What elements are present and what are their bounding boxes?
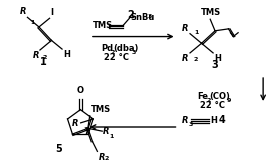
- Text: (CO): (CO): [209, 92, 230, 101]
- Text: 2: 2: [43, 55, 47, 60]
- Text: R: R: [98, 153, 105, 162]
- Text: 1: 1: [40, 57, 47, 67]
- Text: 2: 2: [206, 98, 211, 103]
- Text: 9: 9: [227, 98, 231, 103]
- Text: TMS: TMS: [91, 105, 111, 114]
- Text: 3: 3: [188, 122, 193, 127]
- Text: R: R: [32, 51, 39, 60]
- Text: R: R: [182, 54, 188, 63]
- Text: H: H: [210, 116, 217, 125]
- Text: 5: 5: [55, 144, 62, 154]
- Text: Fe: Fe: [198, 92, 209, 101]
- Text: 1: 1: [109, 134, 113, 139]
- Text: 1: 1: [30, 20, 35, 25]
- Text: R: R: [20, 7, 27, 16]
- Text: 3: 3: [148, 15, 152, 19]
- Text: 1: 1: [194, 30, 198, 35]
- Text: 2: 2: [110, 50, 115, 55]
- Text: SnBu: SnBu: [130, 13, 155, 22]
- Text: R: R: [103, 127, 110, 136]
- Text: R: R: [181, 116, 188, 125]
- Text: R: R: [72, 119, 79, 128]
- Text: TMS: TMS: [93, 22, 113, 30]
- Text: 2: 2: [104, 156, 109, 161]
- Text: 4: 4: [219, 115, 226, 125]
- Text: R: R: [182, 24, 188, 33]
- Text: Pd: Pd: [102, 44, 114, 53]
- Text: 2: 2: [127, 10, 134, 20]
- Text: 22 °C: 22 °C: [104, 53, 129, 62]
- Text: 3: 3: [212, 60, 218, 70]
- Text: 3: 3: [83, 127, 88, 132]
- Text: TMS: TMS: [201, 8, 221, 17]
- Text: H: H: [214, 54, 221, 63]
- Text: 2: 2: [194, 57, 198, 62]
- Text: (dba): (dba): [113, 44, 138, 53]
- Text: H: H: [63, 50, 70, 59]
- Text: 22 °C: 22 °C: [200, 101, 225, 110]
- Text: 3: 3: [131, 50, 136, 55]
- Text: I: I: [50, 8, 54, 17]
- Text: O: O: [77, 86, 84, 95]
